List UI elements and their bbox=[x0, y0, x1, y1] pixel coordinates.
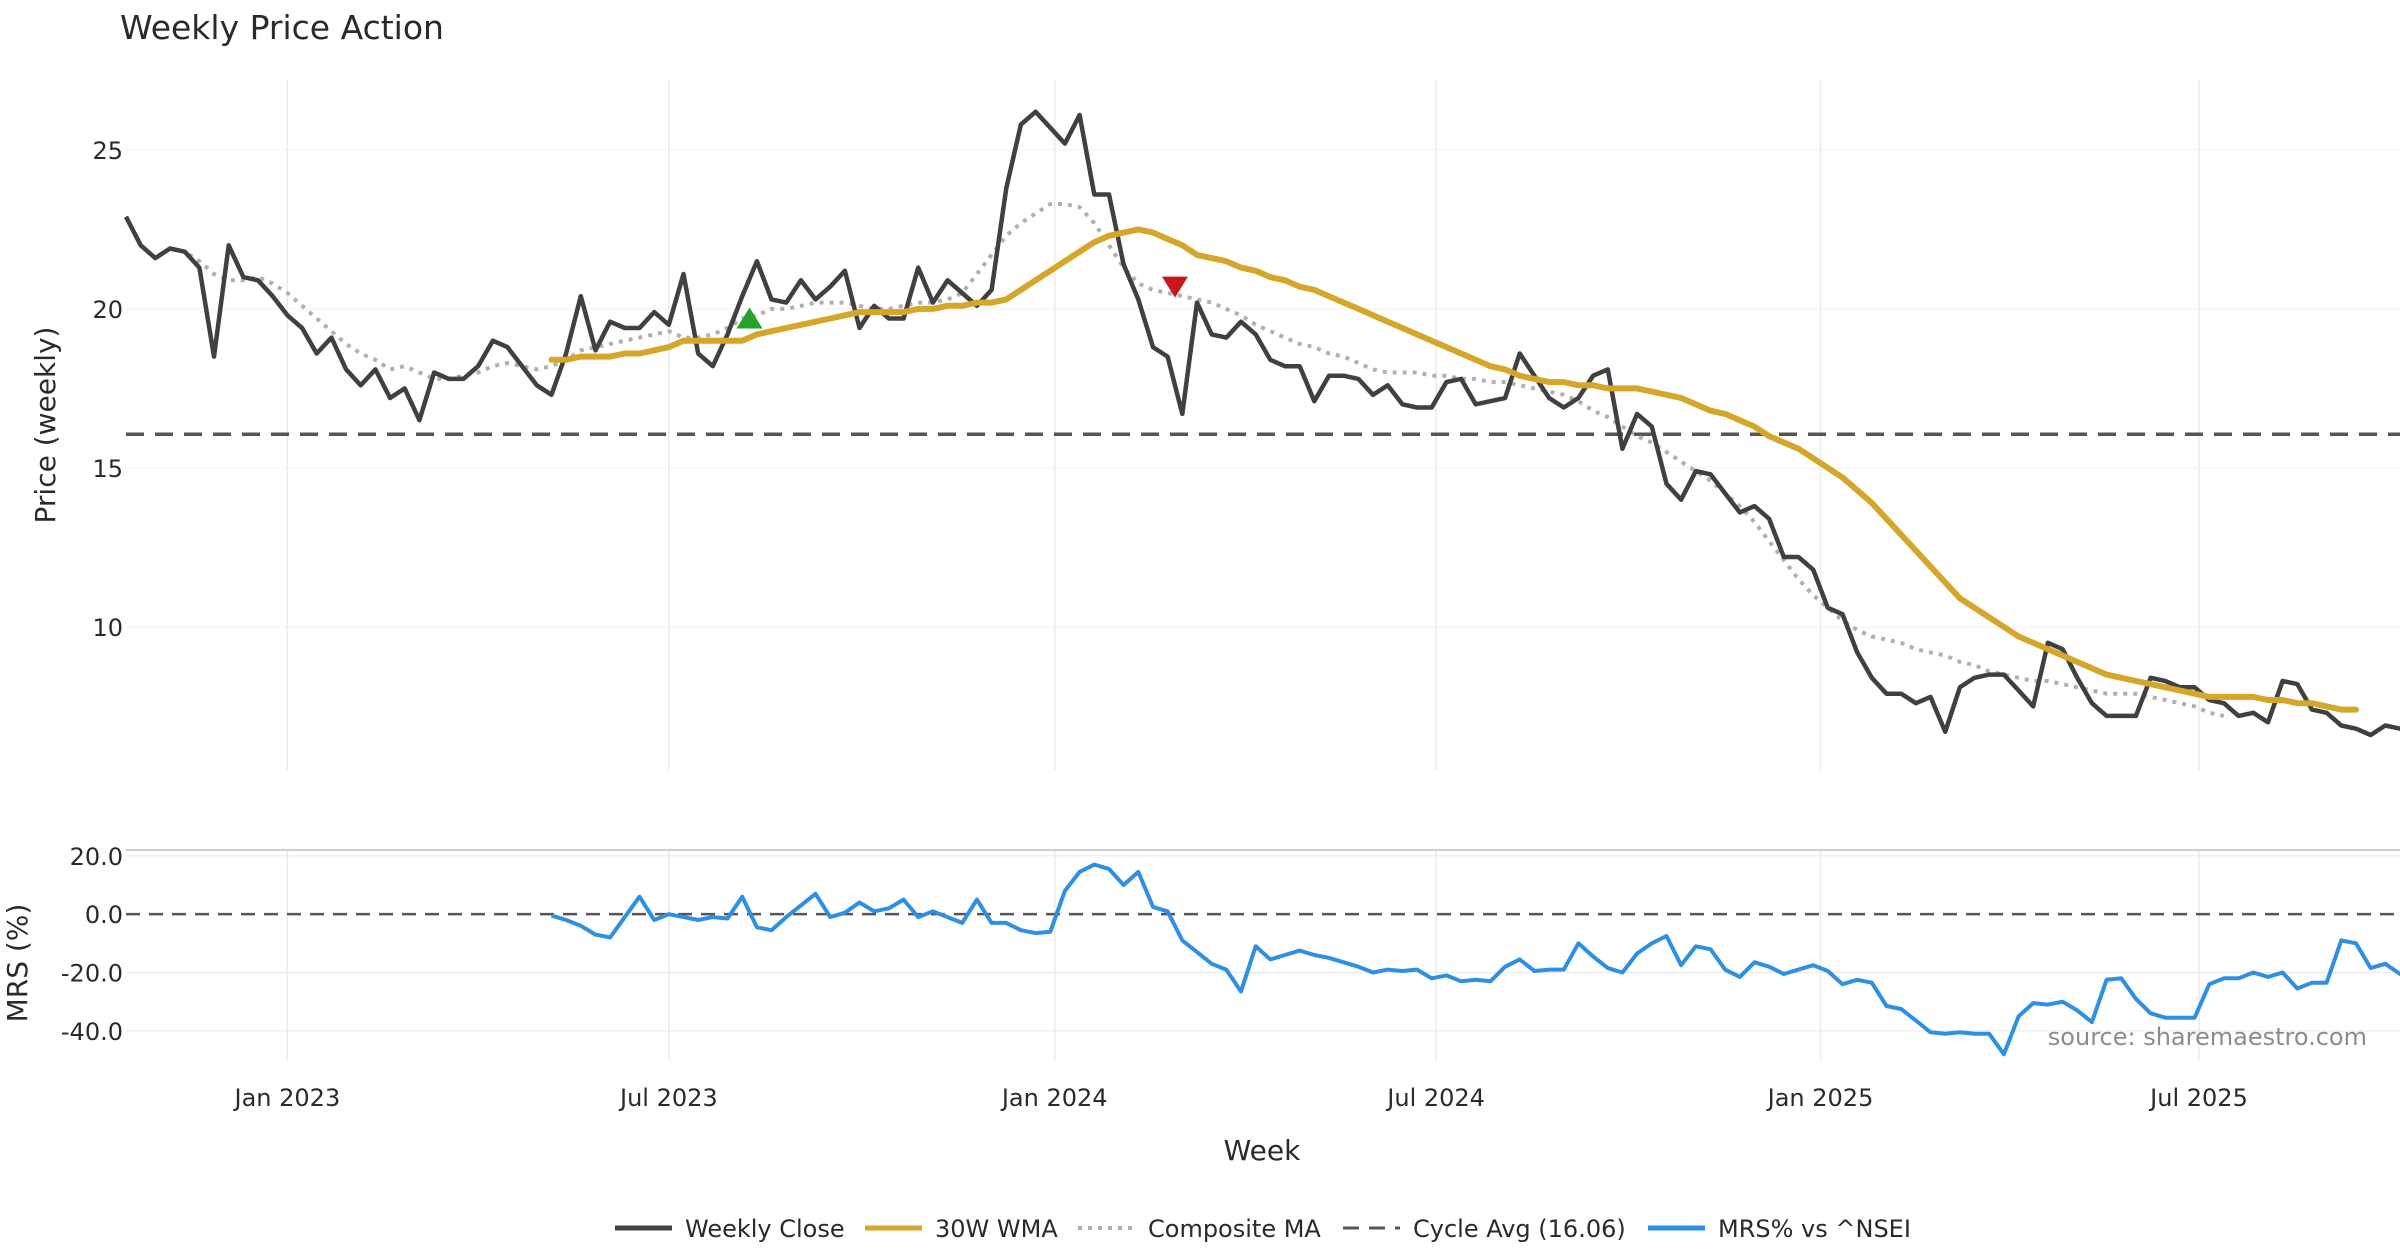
price-y-tick-25: 25 bbox=[92, 137, 123, 165]
x-tick-jul-2024: Jul 2024 bbox=[1385, 1084, 1485, 1112]
series-composite-ma bbox=[169, 202, 2225, 718]
price-y-axis-label: Price (weekly) bbox=[29, 327, 62, 524]
signal-markers bbox=[736, 276, 1188, 329]
series-mrs bbox=[550, 862, 2400, 1057]
x-axis-label: Week bbox=[1224, 1134, 1301, 1167]
mrs-panel-grid bbox=[126, 850, 2400, 1060]
legend-label-cycle-avg: Cycle Avg (16.06) bbox=[1413, 1215, 1626, 1243]
legend-label-weekly-close: Weekly Close bbox=[685, 1215, 845, 1243]
price-y-tick-10: 10 bbox=[92, 614, 123, 642]
series-weekly-close bbox=[123, 109, 2400, 738]
x-tick-jul-2025: Jul 2025 bbox=[2148, 1084, 2248, 1112]
sell-signal-triangle bbox=[1161, 276, 1188, 298]
price-y-tick-15: 15 bbox=[92, 455, 123, 483]
legend-label-composite-ma: Composite MA bbox=[1148, 1215, 1321, 1243]
mrs-y-ticks: 20.0 0.0 -20.0 -40.0 bbox=[61, 843, 123, 1046]
x-tick-jan-2023: Jan 2023 bbox=[233, 1084, 341, 1112]
mrs-y-tick-0-0: 0.0 bbox=[85, 901, 123, 929]
chart-title: Weekly Price Action bbox=[120, 8, 444, 47]
mrs-y-tick-20-0: -20.0 bbox=[61, 960, 123, 988]
price-y-ticks: 10 15 20 25 bbox=[92, 137, 123, 642]
x-tick-jul-2023: Jul 2023 bbox=[618, 1084, 718, 1112]
source-note: source: sharemaestro.com bbox=[2048, 1023, 2367, 1051]
legend-label-30w-wma: 30W WMA bbox=[935, 1215, 1058, 1243]
buy-signal-triangle bbox=[736, 307, 763, 329]
series-30w-wma bbox=[548, 226, 2359, 713]
legend-label-mrs: MRS% vs ^NSEI bbox=[1718, 1215, 1911, 1243]
x-ticks: Jan 2023 Jul 2023 Jan 2024 Jul 2024 Jan 2025… bbox=[233, 1084, 2248, 1112]
x-tick-jan-2024: Jan 2024 bbox=[1000, 1084, 1108, 1112]
mrs-y-tick-20-0: 20.0 bbox=[70, 843, 123, 871]
mrs-series-group bbox=[550, 862, 2400, 1057]
mrs-y-axis-label: MRS (%) bbox=[1, 904, 34, 1023]
price-panel-grid bbox=[126, 80, 2400, 770]
price-series-group bbox=[123, 109, 2400, 738]
x-tick-jan-2025: Jan 2025 bbox=[1766, 1084, 1874, 1112]
price-y-tick-20: 20 bbox=[92, 296, 123, 324]
mrs-y-tick-40-0: -40.0 bbox=[61, 1018, 123, 1046]
legend: Weekly Close 30W WMA Composite MA Cycle … bbox=[615, 1215, 1911, 1243]
